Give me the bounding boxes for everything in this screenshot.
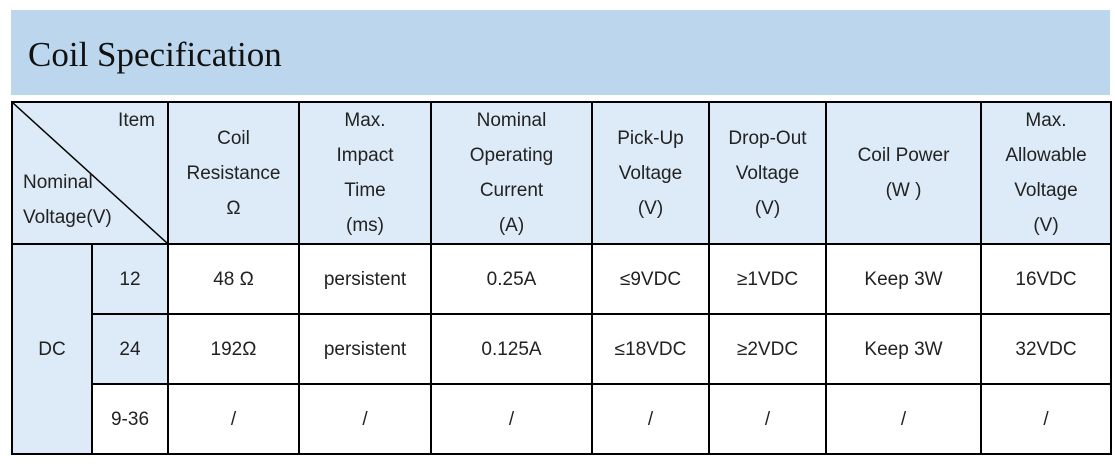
coil-spec-table: Item Nominal Voltage(V) Coil Resistance … — [11, 101, 1112, 455]
table-cell: / — [591, 383, 710, 455]
nominal-voltage-cell: 12 — [91, 243, 169, 315]
corner-nominal-line1: Nominal — [23, 172, 93, 193]
header-coil-resistance: Coil Resistance Ω — [167, 101, 300, 245]
table-row: DC 12 48 Ω persistent 0.25A ≤9VDC ≥1VDC … — [11, 243, 1112, 455]
header-line: Voltage — [735, 162, 800, 184]
table-cell: 0.125A — [430, 313, 593, 385]
table-cell: / — [825, 383, 982, 455]
header-line: Operating — [469, 145, 554, 166]
header-pick-up-voltage: Pick-Up Voltage (V) — [591, 101, 710, 245]
table-cell: 192Ω — [167, 313, 300, 385]
header-line: (V) — [1033, 215, 1059, 236]
header-line: Voltage — [1014, 180, 1078, 201]
header-line: Coil Power — [857, 145, 950, 166]
table-cell: / — [298, 383, 432, 455]
table-cell: persistent — [298, 313, 432, 385]
header-line: Max. — [344, 110, 386, 131]
header-nominal-operating-current: Nominal Operating Current (A) — [430, 101, 593, 245]
header-line: (V) — [637, 197, 664, 219]
table-cell: ≤18VDC — [591, 313, 710, 385]
header-line: Current — [479, 180, 544, 201]
table-cell: ≤9VDC — [591, 243, 710, 315]
header-line: Impact — [336, 145, 394, 166]
header-line: Max. — [1025, 110, 1067, 131]
table-cell: / — [167, 383, 300, 455]
table-cell: 32VDC — [980, 313, 1112, 385]
table-cell: 48 Ω — [167, 243, 300, 315]
header-line: Voltage — [618, 162, 683, 184]
group-label-dc: DC — [11, 243, 93, 455]
header-line: Resistance — [186, 162, 281, 184]
table-cell: / — [430, 383, 593, 455]
header-line: (W ) — [885, 180, 922, 201]
table-row: 24 192Ω persistent 0.125A ≤18VDC ≥2VDC K… — [12, 313, 1112, 385]
diagonal-divider — [13, 103, 167, 243]
table-cell: / — [980, 383, 1112, 455]
title-bar: Coil Specification — [11, 10, 1110, 95]
corner-item-label: Item — [118, 110, 155, 131]
header-coil-power: Coil Power (W ) — [825, 101, 982, 245]
table-cell: Keep 3W — [825, 243, 982, 315]
header-drop-out-voltage: Drop-Out Voltage (V) — [708, 101, 827, 245]
header-line: (V) — [754, 197, 781, 219]
nominal-voltage-cell: 9-36 — [91, 383, 169, 455]
table-cell: / — [708, 383, 827, 455]
header-line: Ω — [226, 197, 241, 219]
header-line: Coil — [217, 127, 250, 149]
header-line: Time — [344, 180, 386, 201]
header-line: Drop-Out — [728, 127, 807, 149]
table-cell: 0.25A — [430, 243, 593, 315]
header-line: Nominal — [476, 110, 547, 131]
header-row: Item Nominal Voltage(V) Coil Resistance … — [11, 101, 1112, 245]
header-line: Allowable — [1005, 145, 1087, 166]
nominal-voltage-cell: 24 — [91, 313, 169, 385]
header-max-impact-time: Max. Impact Time (ms) — [298, 101, 432, 245]
header-line: (A) — [498, 215, 525, 236]
table-cell: persistent — [298, 243, 432, 315]
header-line: Pick-Up — [617, 127, 684, 149]
corner-nominal-line2: Voltage(V) — [23, 207, 112, 228]
page-title: Coil Specification — [28, 35, 282, 74]
table-row: 9-36 / / / / / / / — [12, 383, 1112, 455]
table-cell: ≥2VDC — [708, 313, 827, 385]
corner-header-cell: Item Nominal Voltage(V) — [11, 101, 169, 245]
header-max-allowable-voltage: Max. Allowable Voltage (V) — [980, 101, 1112, 245]
table-cell: 16VDC — [980, 243, 1112, 315]
corner-nominal-label: Nominal Voltage(V) — [23, 165, 112, 235]
header-line: (ms) — [346, 215, 384, 236]
table-cell: Keep 3W — [825, 313, 982, 385]
table-cell: ≥1VDC — [708, 243, 827, 315]
